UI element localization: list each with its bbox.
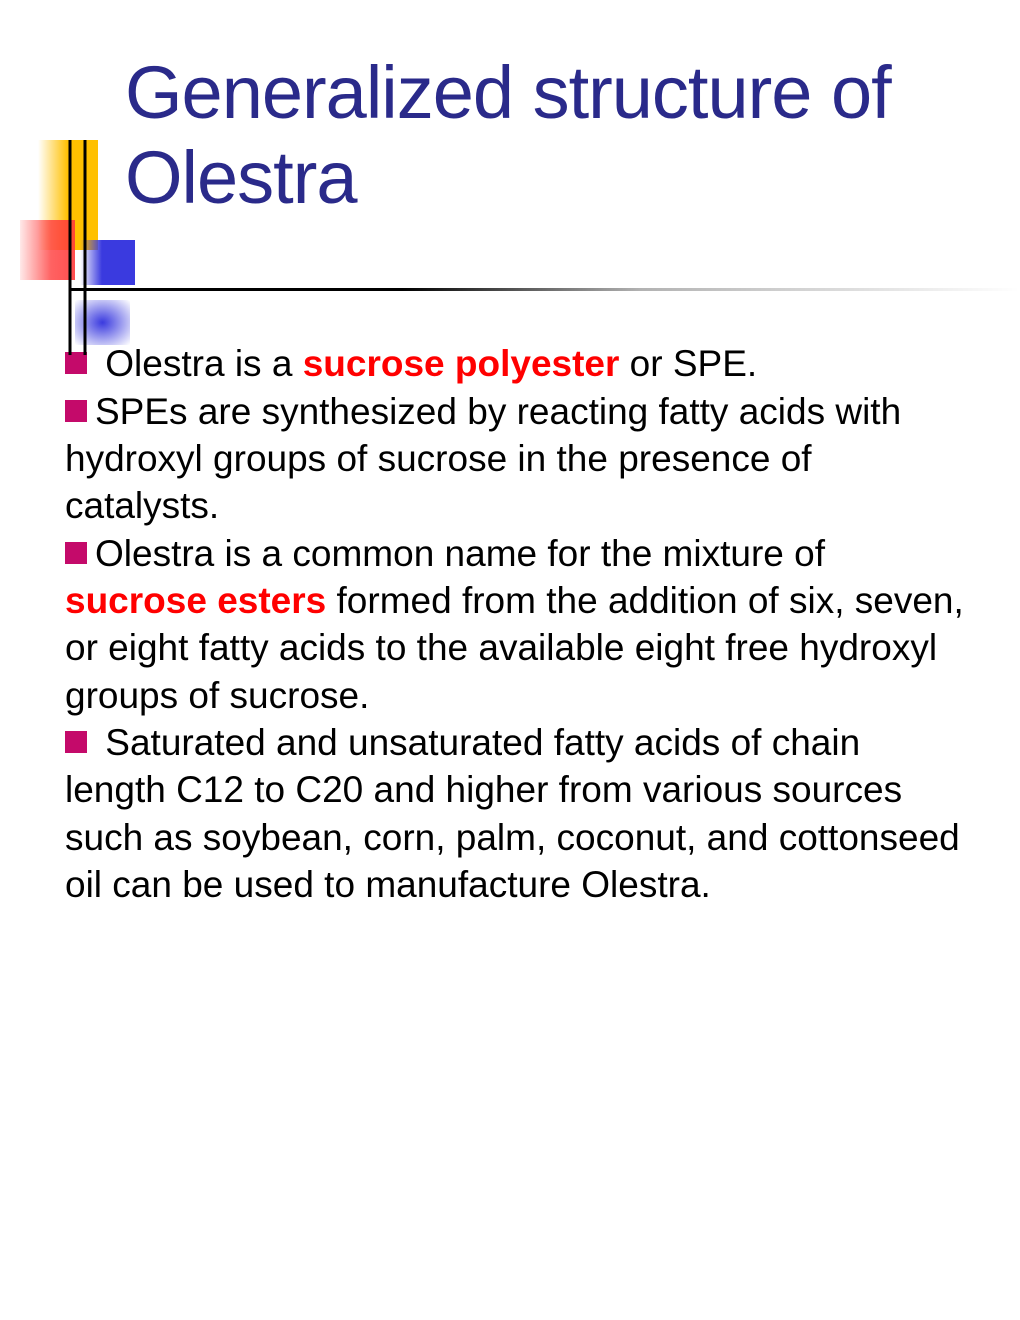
bullet-3-highlight: sucrose esters: [65, 580, 326, 621]
bullet-1-text-pre: Olestra is a: [95, 343, 303, 384]
slide: Generalized structure of Olestra Olestra…: [0, 0, 1020, 1320]
bullet-marker-icon: [65, 542, 87, 564]
bullet-marker-icon: [65, 352, 87, 374]
bullet-marker-icon: [65, 400, 87, 422]
bullet-1-highlight: sucrose polyester: [303, 343, 620, 384]
bullet-1-text-post: or SPE.: [619, 343, 757, 384]
bullet-1: Olestra is a sucrose polyester or SPE.: [65, 340, 965, 387]
bullet-4: Saturated and unsaturated fatty acids of…: [65, 719, 965, 908]
title-divider: [70, 288, 1020, 291]
bullet-2-text: SPEs are synthesized by reacting fatty a…: [65, 391, 901, 527]
title-wrap: Generalized structure of Olestra: [125, 50, 960, 220]
slide-title: Generalized structure of Olestra: [125, 50, 960, 220]
bullet-4-text: Saturated and unsaturated fatty acids of…: [65, 722, 960, 905]
bullet-2: SPEs are synthesized by reacting fatty a…: [65, 388, 965, 530]
slide-body: Olestra is a sucrose polyester or SPE. S…: [65, 340, 965, 908]
bullet-3: Olestra is a common name for the mixture…: [65, 530, 965, 719]
bullet-3-text-pre: Olestra is a common name for the mixture…: [95, 533, 825, 574]
bullet-marker-icon: [65, 731, 87, 753]
